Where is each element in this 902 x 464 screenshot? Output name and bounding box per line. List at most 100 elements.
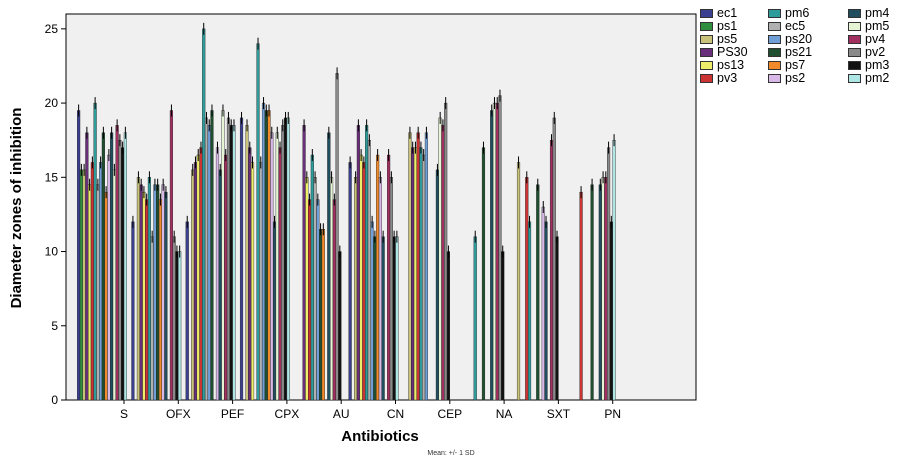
bar-pm4-cep — [435, 169, 439, 401]
bar-pm5-cep — [438, 117, 442, 401]
bar-ec5-pef — [204, 117, 209, 401]
bar-ps20-au — [316, 199, 320, 401]
legend-item: pv4 — [848, 32, 885, 46]
bar-pm6-s — [93, 102, 97, 401]
y-tick-label: 5 — [51, 319, 58, 333]
bar-pm3-na — [501, 251, 505, 401]
bar-pm6-sxt — [527, 221, 532, 401]
legend-swatch — [768, 60, 781, 70]
legend-label: ps7 — [785, 58, 806, 72]
bar-ps7-ofx — [158, 199, 163, 401]
legend-item: ec5 — [768, 19, 805, 33]
legend-item: pm4 — [848, 6, 889, 20]
bar-ec5-cep — [422, 154, 426, 401]
x-tick-label: AU — [333, 407, 350, 421]
bar-pm6-au — [310, 154, 314, 401]
bar-pm2-pn — [612, 139, 616, 401]
bar-pv3-cn — [362, 162, 366, 401]
bar-ps21-sxt — [536, 184, 540, 401]
bar-ps13-cn — [359, 154, 363, 401]
bar-pm6-cn — [365, 125, 369, 401]
bar-pv2-cep — [444, 102, 448, 401]
bar-ec5-s — [96, 184, 100, 401]
bar-ec5-cn — [367, 139, 371, 401]
bar-pm4-ofx — [164, 191, 168, 401]
bar-ps21-pn — [590, 184, 594, 401]
legend-item: PS30 — [700, 45, 748, 59]
bar-ps21-cpx — [264, 110, 268, 401]
bar-pv4-cn — [387, 154, 391, 401]
bar-pm6-pef — [202, 28, 206, 401]
legend-item: pm2 — [848, 71, 889, 85]
bar-pm5-na — [492, 102, 497, 401]
x-tick-label: PEF — [221, 407, 244, 421]
bar-ps5-cn — [354, 177, 358, 401]
bar-ps5-s — [82, 169, 86, 401]
bar-pv4-pef — [224, 154, 228, 401]
bar-ec5-cpx — [259, 162, 263, 401]
y-tick-label: 20 — [45, 96, 59, 110]
legend-label: PS30 — [717, 45, 748, 59]
bar-pv3-cep — [416, 132, 420, 401]
bar-pv2-pn — [607, 147, 611, 401]
bar-pv4-cpx — [278, 147, 282, 401]
legend-label: ps21 — [785, 45, 813, 59]
bar-ec1-pef — [185, 221, 189, 401]
bar-ps13-pef — [196, 154, 200, 401]
legend-item: ps13 — [700, 58, 744, 72]
bar-ps7-s — [104, 191, 108, 401]
bar-ps20-s — [99, 162, 103, 401]
legend-item: pm6 — [768, 6, 809, 20]
legend-item: ec1 — [700, 6, 737, 20]
bar-ps20-pef — [207, 125, 211, 401]
y-tick-label: 10 — [45, 245, 59, 259]
bar-ec1-s — [77, 110, 81, 401]
bar-pm4-pn — [598, 184, 602, 401]
legend-label: pm5 — [865, 19, 890, 33]
legend-label: ec5 — [785, 19, 806, 33]
legend-item: pm3 — [848, 58, 889, 72]
bar-pv2-cpx — [281, 125, 285, 401]
bar-pm5-pn — [601, 177, 605, 401]
bar-pm5-s — [112, 169, 116, 401]
legend-swatch — [848, 47, 861, 57]
bar-ps30-cpx — [248, 147, 252, 401]
legend-label: pm4 — [865, 6, 890, 20]
bar-pm6-cpx — [256, 43, 260, 401]
legend-swatch — [768, 21, 781, 31]
bar-ps21-cn — [373, 236, 377, 401]
bar-pv3-sxt — [525, 177, 529, 401]
footnote: Mean: +/- 1 SD — [427, 450, 475, 457]
bar-pm4-s — [110, 132, 114, 401]
bar-pv2-s — [118, 139, 122, 401]
legend-swatch — [700, 8, 713, 18]
x-tick-label: CPX — [275, 407, 300, 421]
legend-swatch — [848, 8, 861, 18]
bar-ps2-sxt — [541, 206, 545, 401]
legend-label: pm2 — [865, 71, 890, 85]
bar-pm2-cn — [395, 236, 399, 401]
bar-pm3-cn — [392, 236, 396, 401]
bar-pm3-pn — [609, 221, 613, 401]
x-tick-label: SXT — [547, 407, 571, 421]
bar-pm4-sxt — [544, 221, 548, 401]
bar-pv4-sxt — [549, 139, 554, 401]
legend-swatch — [768, 73, 781, 83]
bar-ps20-cpx — [261, 102, 266, 401]
bar-ps7-cpx — [267, 110, 271, 401]
legend-item: pv2 — [848, 45, 885, 59]
bar-ps5-cep — [408, 132, 412, 401]
bar-ps21-ofx — [156, 184, 160, 401]
bar-pm4-cpx — [272, 221, 277, 401]
legend-item: ps2 — [768, 71, 805, 85]
bar-ps20-ofx — [153, 184, 157, 401]
bar-ps5-sxt — [516, 162, 521, 401]
bar-ps2-s — [107, 154, 111, 401]
legend-item: ps7 — [768, 58, 805, 72]
legend-label: ps2 — [785, 71, 806, 85]
bar-ps13-cep — [413, 147, 417, 401]
bar-pm6-cep — [419, 147, 423, 401]
bar-pm3-sxt — [555, 236, 559, 401]
bar-ps13-cpx — [250, 162, 255, 401]
